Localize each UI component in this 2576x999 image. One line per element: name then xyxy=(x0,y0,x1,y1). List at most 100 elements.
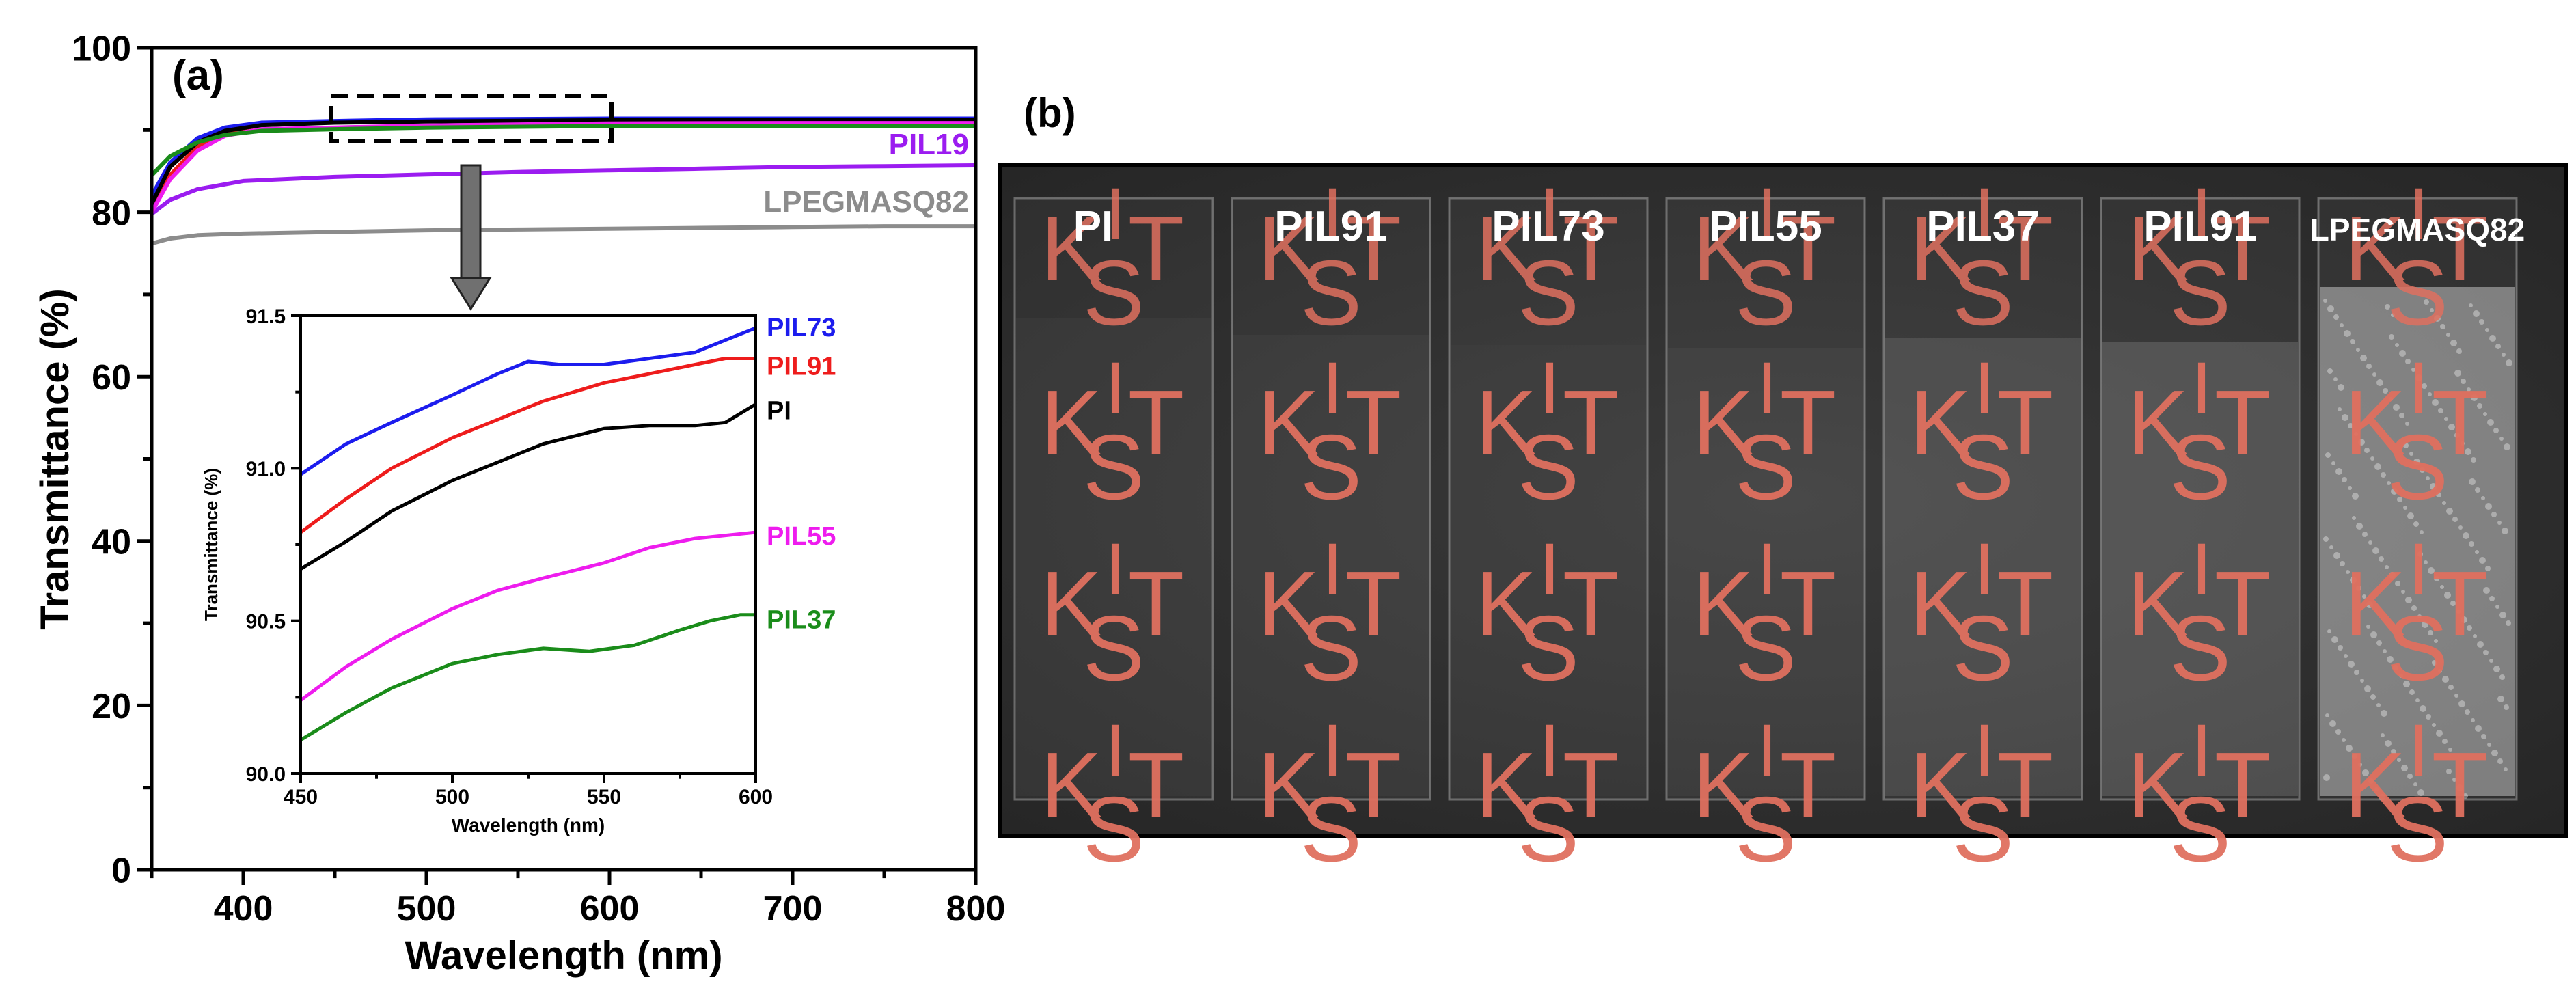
kist-letter: S xyxy=(1735,778,1796,881)
kist-letter: I xyxy=(1539,709,1560,791)
film-texture-dot xyxy=(2331,636,2338,643)
kist-letter: I xyxy=(2409,709,2429,791)
kist-letter: S xyxy=(1952,597,2014,700)
film-texture-dot xyxy=(2366,601,2373,608)
inset-label-pil73: PIL73 xyxy=(767,314,836,342)
inset-series-pil55 xyxy=(301,530,756,702)
film-texture-dot xyxy=(2422,621,2428,628)
kist-letter: T xyxy=(1563,552,1619,655)
kist-logo: K IST xyxy=(1258,709,1401,881)
film-texture-dot xyxy=(2338,384,2344,391)
film-texture-dot xyxy=(2362,532,2368,537)
film-texture-dot xyxy=(2381,710,2387,717)
film-texture-dot xyxy=(2362,769,2369,776)
film-texture-dot xyxy=(2387,481,2391,485)
film-texture-dot xyxy=(2338,407,2342,411)
kist-letter: S xyxy=(1300,778,1362,881)
film-texture-dot xyxy=(2374,463,2381,470)
kist-letter: I xyxy=(1539,528,1560,610)
kist-logo: K IST xyxy=(1258,172,1401,344)
film-texture-dot xyxy=(2504,704,2509,710)
kist-letter: T xyxy=(2432,552,2488,655)
film-texture-dot xyxy=(2489,596,2495,601)
film-texture-dot xyxy=(2489,335,2496,342)
film-texture-dot xyxy=(2424,560,2428,564)
photo-label-pil91: PIL91 xyxy=(1274,203,1387,250)
film-texture-dot xyxy=(2338,645,2343,651)
film-texture-dot xyxy=(2323,299,2327,303)
film-texture-dot xyxy=(2495,344,2501,349)
film-texture-dot xyxy=(2387,656,2394,663)
film-texture-dot xyxy=(2399,413,2404,418)
inset-y-tick-label: 91.0 xyxy=(246,458,286,480)
film-texture-dot xyxy=(2461,616,2467,623)
film-texture-dot xyxy=(2469,541,2474,547)
film-texture-dot xyxy=(2327,629,2331,633)
zoom-region-box xyxy=(329,94,614,143)
film-texture-dot xyxy=(2385,304,2390,310)
film-texture-dot xyxy=(2434,576,2439,581)
film-texture-dot xyxy=(2465,709,2470,715)
kist-letter: S xyxy=(1518,778,1579,881)
film-texture-dot xyxy=(2383,649,2387,653)
kist-letter: T xyxy=(1780,552,1836,655)
film-texture-dot xyxy=(2469,303,2473,307)
kist-letter: K xyxy=(1910,552,1971,655)
kist-logo: K IST xyxy=(2127,346,2271,519)
film-texture-dot xyxy=(2342,414,2348,421)
film-texture-dot xyxy=(2395,581,2400,586)
film-texture-dot xyxy=(2479,319,2484,325)
film-texture-dot xyxy=(2426,714,2431,720)
kist-logo: K IST xyxy=(1910,346,2053,519)
film-texture-dot xyxy=(2342,477,2347,482)
film-texture-dot xyxy=(2403,443,2409,448)
kist-letter: K xyxy=(1910,197,1971,300)
film-texture-dot xyxy=(2340,323,2344,327)
film-texture-dot xyxy=(2364,448,2370,453)
kist-letter: I xyxy=(2409,528,2429,610)
inset-x-tick-label: 500 xyxy=(435,786,469,808)
kist-letter: I xyxy=(1539,346,1560,429)
film-texture-dot xyxy=(2405,422,2409,426)
kist-logo: K IST xyxy=(1910,528,2053,700)
film-texture-dot xyxy=(2405,597,2412,603)
film-texture-dot xyxy=(2458,700,2465,707)
kist-letter: K xyxy=(1693,371,1754,474)
kist-letter: I xyxy=(1974,172,1995,255)
film-texture-dot xyxy=(2372,547,2379,554)
kist-letter: T xyxy=(1780,197,1836,300)
film-texture-dot xyxy=(2420,530,2424,534)
inset-label-pil37: PIL37 xyxy=(767,606,836,635)
film-texture-dot xyxy=(2430,308,2434,312)
main-axis-ticks: 400 500 600 700 800 0 20 40 60 80 100 xyxy=(72,29,1005,929)
film-texture-dot xyxy=(2393,665,2398,670)
film-texture-dot xyxy=(2362,594,2366,599)
kist-letter: T xyxy=(2432,197,2488,300)
film-texture-dot xyxy=(2436,730,2443,737)
kist-letter: T xyxy=(1780,733,1836,836)
film-texture-dot xyxy=(2376,703,2381,707)
kist-letter: T xyxy=(2215,197,2271,300)
film-texture-dot xyxy=(2391,313,2395,317)
film-texture-dot xyxy=(2438,669,2442,673)
kist-letter: S xyxy=(2169,415,2231,519)
inset-series-pi xyxy=(301,402,756,571)
film-texture-dot xyxy=(2348,423,2353,428)
film-texture-dot xyxy=(2397,497,2402,502)
film-texture-dot xyxy=(2383,388,2388,394)
kist-letter: T xyxy=(1563,197,1619,300)
film-texture-dot xyxy=(2465,448,2471,455)
film-texture-dot xyxy=(2430,483,2437,490)
kist-letter: S xyxy=(1735,415,1796,519)
inset-series-pil91 xyxy=(301,357,756,534)
film-texture-dot xyxy=(2329,720,2336,727)
film-texture-dot xyxy=(2446,769,2452,774)
film-texture-dot xyxy=(2479,557,2486,564)
film-texture-dot xyxy=(2381,472,2386,478)
kist-letter: S xyxy=(1735,241,1796,344)
main-y-tick-label: 100 xyxy=(72,29,131,69)
